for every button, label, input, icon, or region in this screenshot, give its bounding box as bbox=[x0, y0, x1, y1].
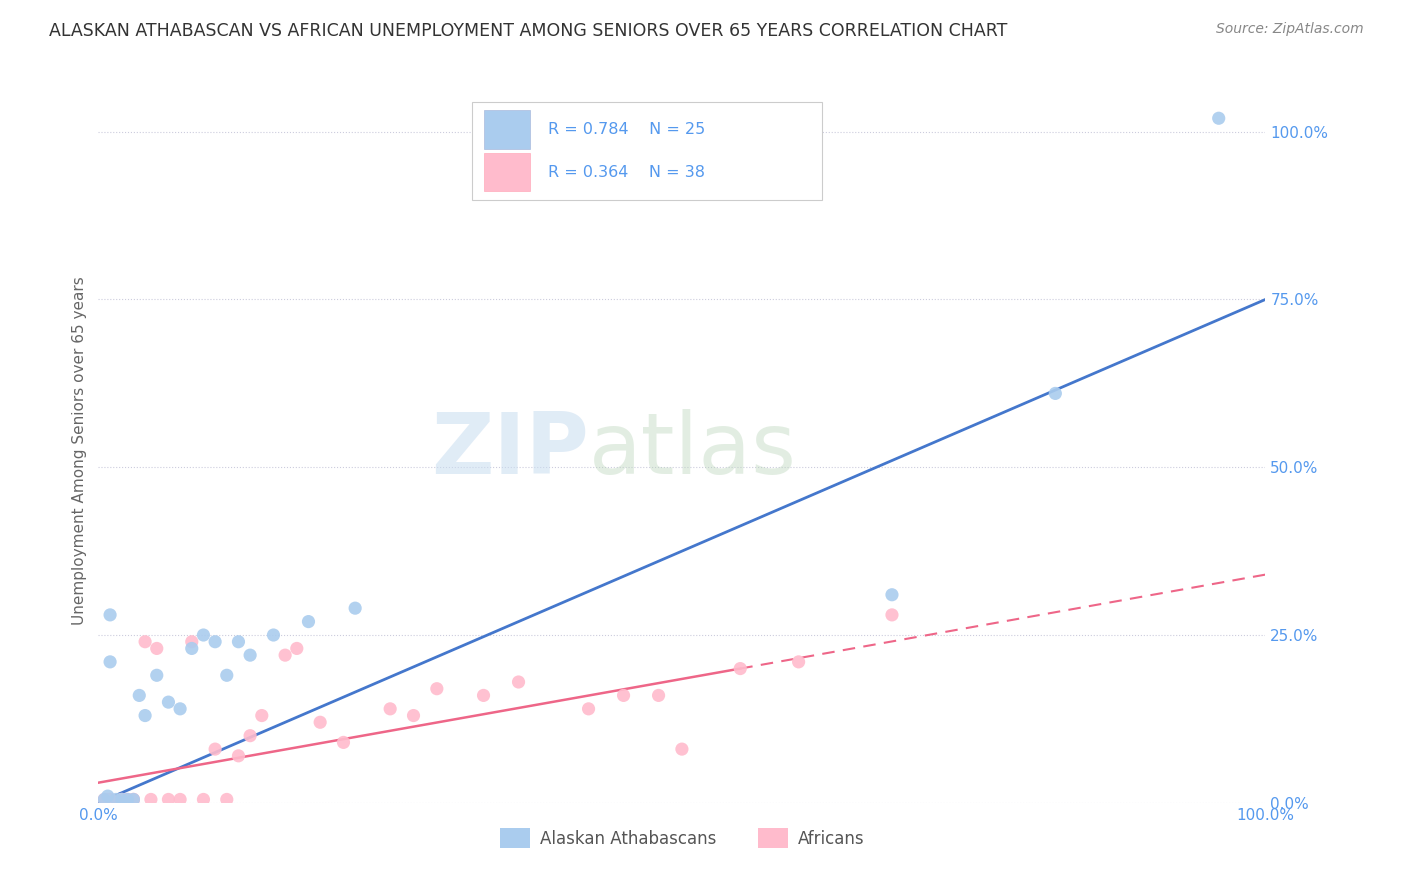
Point bbox=[128, 689, 150, 703]
Point bbox=[180, 641, 202, 656]
Point bbox=[285, 641, 308, 656]
Text: ZIP: ZIP bbox=[430, 409, 589, 492]
Point bbox=[204, 742, 226, 756]
Point bbox=[344, 601, 367, 615]
Text: R = 0.364    N = 38: R = 0.364 N = 38 bbox=[548, 165, 704, 179]
Text: atlas: atlas bbox=[589, 409, 797, 492]
Point bbox=[274, 648, 297, 662]
Point bbox=[157, 792, 180, 806]
Point bbox=[239, 729, 262, 743]
Point bbox=[730, 662, 752, 676]
Point bbox=[180, 634, 202, 648]
Point bbox=[880, 588, 903, 602]
Point bbox=[122, 792, 145, 806]
Point bbox=[297, 615, 319, 629]
Point bbox=[578, 702, 600, 716]
Point bbox=[111, 792, 134, 806]
Point bbox=[402, 708, 425, 723]
Point bbox=[104, 792, 127, 806]
Y-axis label: Unemployment Among Seniors over 65 years: Unemployment Among Seniors over 65 years bbox=[72, 277, 87, 624]
Point bbox=[146, 668, 169, 682]
Point bbox=[111, 792, 134, 806]
Point bbox=[647, 689, 669, 703]
Point bbox=[332, 735, 354, 749]
Point bbox=[98, 607, 121, 622]
Point bbox=[157, 695, 180, 709]
Point bbox=[215, 792, 238, 806]
Legend: Alaskan Athabascans, Africans: Alaskan Athabascans, Africans bbox=[494, 822, 870, 855]
Point bbox=[117, 792, 139, 806]
Point bbox=[472, 689, 495, 703]
Point bbox=[204, 634, 226, 648]
Point bbox=[228, 748, 250, 763]
Point bbox=[98, 792, 121, 806]
Point bbox=[122, 792, 145, 806]
Point bbox=[380, 702, 402, 716]
Point bbox=[98, 655, 121, 669]
Point bbox=[671, 742, 693, 756]
Text: Source: ZipAtlas.com: Source: ZipAtlas.com bbox=[1216, 22, 1364, 37]
Text: R = 0.784    N = 25: R = 0.784 N = 25 bbox=[548, 122, 704, 137]
Point bbox=[613, 689, 636, 703]
Point bbox=[134, 708, 156, 723]
Point bbox=[169, 792, 191, 806]
Point bbox=[787, 655, 810, 669]
Point bbox=[111, 792, 134, 806]
Point bbox=[309, 715, 332, 730]
Text: ALASKAN ATHABASCAN VS AFRICAN UNEMPLOYMENT AMONG SENIORS OVER 65 YEARS CORRELATI: ALASKAN ATHABASCAN VS AFRICAN UNEMPLOYME… bbox=[49, 22, 1008, 40]
FancyBboxPatch shape bbox=[484, 153, 530, 192]
Point bbox=[96, 792, 118, 806]
Point bbox=[1045, 386, 1067, 401]
Point bbox=[98, 792, 121, 806]
Point bbox=[134, 634, 156, 648]
Point bbox=[228, 634, 250, 648]
Point bbox=[239, 648, 262, 662]
Point bbox=[146, 641, 169, 656]
Point bbox=[169, 702, 191, 716]
Point bbox=[139, 792, 162, 806]
Point bbox=[250, 708, 273, 723]
Point bbox=[93, 792, 115, 806]
Point bbox=[880, 607, 903, 622]
Point bbox=[97, 789, 120, 803]
Point bbox=[508, 675, 530, 690]
Point bbox=[117, 792, 139, 806]
Point bbox=[122, 792, 145, 806]
FancyBboxPatch shape bbox=[472, 102, 823, 201]
Point bbox=[1208, 112, 1230, 126]
Point bbox=[193, 792, 215, 806]
Point bbox=[98, 792, 121, 806]
Point bbox=[93, 792, 115, 806]
Point bbox=[262, 628, 284, 642]
Point bbox=[215, 668, 238, 682]
FancyBboxPatch shape bbox=[484, 111, 530, 149]
Point bbox=[426, 681, 449, 696]
Point bbox=[193, 628, 215, 642]
